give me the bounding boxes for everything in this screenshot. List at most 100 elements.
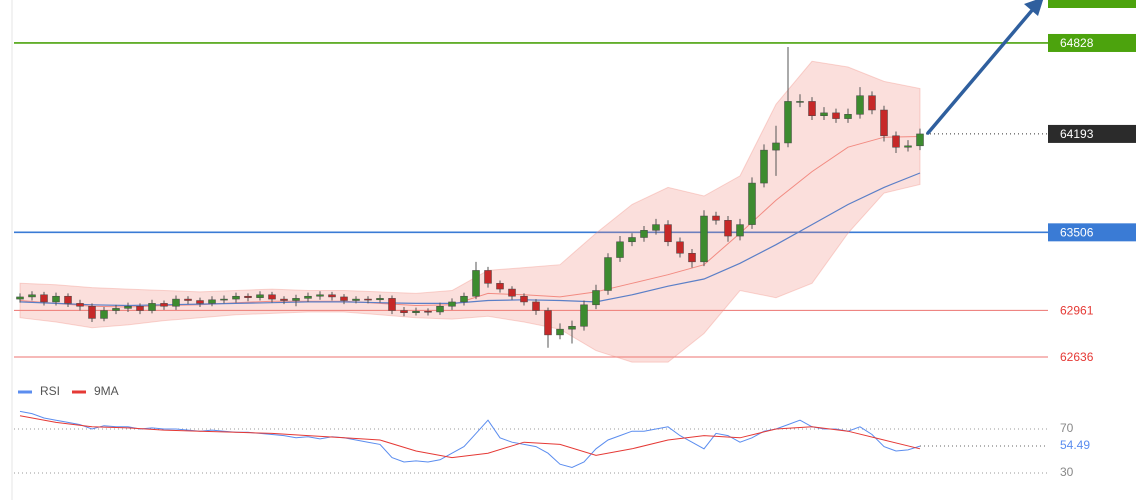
- candle-body: [364, 298, 372, 301]
- candle-body: [280, 298, 288, 301]
- candle-body: [712, 215, 720, 221]
- level-tag: [1048, 33, 1136, 52]
- candle-body: [100, 310, 108, 319]
- candle-body: [844, 114, 852, 119]
- arrow-head: [1024, 0, 1044, 16]
- last-price-label: 64193: [1060, 127, 1094, 141]
- candle-body: [388, 298, 396, 311]
- candle-body: [880, 109, 888, 137]
- candle-body: [436, 305, 444, 313]
- level-label: 63506: [1060, 226, 1094, 240]
- candle-body: [148, 303, 156, 311]
- candle-body: [544, 310, 552, 336]
- candle-body: [736, 224, 744, 237]
- y-tick-label: 70: [1060, 421, 1074, 435]
- candle-body: [772, 142, 780, 151]
- candle-body: [796, 101, 804, 103]
- candle-body: [172, 298, 180, 307]
- candle-body: [472, 270, 480, 297]
- candle-body: [88, 305, 96, 319]
- candle-body: [868, 95, 876, 111]
- candle-body: [676, 241, 684, 254]
- level-label: 64828: [1060, 36, 1094, 50]
- legend-label: RSI: [40, 384, 60, 398]
- candle-body: [760, 149, 768, 184]
- candle-body: [352, 298, 360, 301]
- last-price-tag: [1048, 124, 1136, 143]
- candle-body: [412, 311, 420, 313]
- current-value-label: 54.49: [1060, 438, 1090, 452]
- candle-body: [904, 145, 912, 148]
- candle-body: [508, 288, 516, 297]
- candle-body: [604, 257, 612, 291]
- candle-body: [76, 303, 84, 307]
- candle-body: [460, 295, 468, 303]
- candle-body: [232, 295, 240, 300]
- candle-body: [784, 101, 792, 144]
- y-tick-label: 30: [1060, 465, 1074, 479]
- candle-body: [400, 310, 408, 313]
- candle-body: [16, 296, 24, 300]
- candle-body: [448, 301, 456, 307]
- legend-label: 9MA: [94, 384, 119, 398]
- current-value-bg: [1054, 438, 1094, 455]
- candle-body: [700, 215, 708, 263]
- level-label: 62961: [1060, 304, 1094, 318]
- candle-body: [592, 290, 600, 306]
- candle-body: [532, 301, 540, 311]
- candle-body: [580, 304, 588, 327]
- candle-body: [892, 135, 900, 148]
- candle-body: [292, 298, 300, 301]
- candle-body: [484, 270, 492, 284]
- series-line: [19, 415, 921, 459]
- arrow-shaft: [926, 6, 1036, 135]
- candle-body: [316, 294, 324, 297]
- candle-body: [28, 294, 36, 298]
- candle-body: [328, 294, 336, 298]
- candle-body: [424, 311, 432, 313]
- level-tag: [1048, 223, 1136, 242]
- candle-body: [52, 295, 60, 303]
- candle-body: [808, 101, 816, 116]
- band-area: [19, 60, 921, 363]
- candle-body: [40, 294, 48, 303]
- candle-body: [304, 295, 312, 299]
- candle-body: [520, 295, 528, 303]
- candle-body: [136, 305, 144, 311]
- candle-body: [916, 133, 924, 147]
- candle-body: [724, 220, 732, 237]
- candle-body: [820, 112, 828, 116]
- candle-body: [664, 224, 672, 243]
- candle-body: [832, 112, 840, 119]
- level-label: 62636: [1060, 350, 1094, 364]
- candle-body: [628, 237, 636, 243]
- candle-body: [640, 230, 648, 238]
- candle-body: [124, 305, 132, 309]
- candle-body: [856, 95, 864, 115]
- candle-body: [268, 294, 276, 300]
- candle-body: [112, 308, 120, 311]
- candle-body: [64, 295, 72, 304]
- candle-body: [244, 295, 252, 298]
- candle-body: [616, 241, 624, 258]
- candle-body: [220, 298, 228, 301]
- candle-body: [184, 298, 192, 301]
- candle-body: [748, 182, 756, 225]
- cut-tag: [1048, 0, 1136, 8]
- candle-body: [160, 303, 168, 307]
- candle-body: [256, 294, 264, 298]
- trend-arrow: [926, 0, 1044, 135]
- band-middle: [19, 136, 921, 308]
- candle-body: [556, 328, 564, 336]
- candle-body: [496, 283, 504, 290]
- candle-body: [652, 224, 660, 231]
- candle-body: [568, 326, 576, 330]
- moving-average: [19, 172, 921, 307]
- candle-body: [340, 296, 348, 301]
- candle-body: [208, 299, 216, 304]
- candle-body: [376, 298, 384, 301]
- candle-body: [688, 252, 696, 263]
